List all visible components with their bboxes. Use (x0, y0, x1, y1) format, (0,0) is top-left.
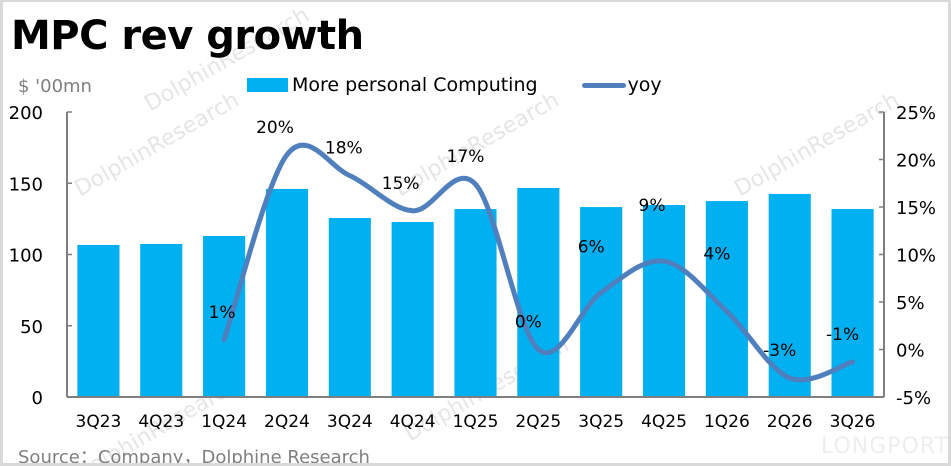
yoy-data-label: 6% (578, 238, 605, 258)
x-tick-label: 3Q26 (830, 412, 876, 432)
bar-1Q25 (454, 209, 497, 397)
bar-1Q24 (203, 235, 246, 397)
x-tick-label: 4Q25 (641, 412, 687, 432)
brand-watermark: LONGPORT (821, 434, 948, 459)
legend-bar-swatch (247, 78, 288, 92)
bar-3Q25 (580, 207, 623, 397)
left-tick-label: 0 (32, 388, 43, 409)
bar-4Q24 (391, 222, 434, 397)
legend-label-bar: More personal Computing (292, 74, 538, 96)
y-axis-unit-label: $ '00mn (18, 76, 92, 97)
chart-frame: DolphinResearch DolphinResearch DolphinR… (3, 2, 948, 463)
chart-svg: 0 50 100 150 200 -5% 0% 5% 10% 15% 20% 25% 3Q23 4Q23 1… (9, 103, 936, 432)
x-tick-label: 1Q26 (704, 412, 750, 432)
yoy-data-label: 4% (703, 245, 730, 265)
x-tick-label: 2Q25 (515, 412, 561, 432)
axes-group (66, 111, 885, 398)
yoy-data-label: 15% (382, 174, 420, 194)
x-tick-label: 2Q24 (264, 412, 310, 432)
right-tick-label: -5% (896, 388, 931, 409)
bar-4Q23 (140, 243, 183, 397)
right-tick-label: 10% (896, 246, 936, 267)
yoy-data-label: 20% (256, 118, 294, 138)
legend-line-swatch (581, 82, 626, 88)
source-note: Source：Company，Dolphine Research (18, 447, 370, 463)
yoy-data-label: 17% (447, 147, 485, 167)
x-tick-label: 4Q24 (390, 412, 436, 432)
x-tick-label: 3Q25 (578, 412, 624, 432)
yoy-data-label: -3% (763, 341, 796, 361)
right-tick-label: 25% (896, 103, 936, 124)
legend-label-line: yoy (627, 74, 662, 96)
legend: More personal Computing yoy (247, 74, 662, 96)
left-tick-label: 100 (9, 246, 43, 267)
x-tick-label: 3Q23 (76, 412, 122, 432)
left-tick-label: 150 (9, 174, 43, 195)
bar-2Q25 (517, 187, 560, 397)
bar-3Q23 (77, 244, 120, 397)
yoy-data-label: 18% (325, 139, 363, 159)
x-tick-label: 3Q24 (327, 412, 373, 432)
yoy-line-group (221, 142, 856, 383)
x-tick-label: 1Q24 (201, 412, 247, 432)
left-tick-label: 50 (20, 317, 43, 338)
x-tick-label: 2Q26 (767, 412, 813, 432)
right-tick-label: 5% (896, 293, 925, 314)
bars-group (77, 187, 874, 397)
bar-4Q25 (642, 205, 686, 397)
right-tick-label: 20% (896, 151, 936, 172)
bar-2Q24 (265, 188, 309, 397)
x-tick-label: 4Q23 (138, 412, 184, 432)
yoy-data-label: 9% (639, 196, 666, 216)
x-tick-label: 1Q25 (453, 412, 499, 432)
yoy-line (221, 142, 856, 383)
bar-3Q24 (328, 218, 371, 397)
bar-2Q26 (768, 193, 811, 397)
labels-group: 0 50 100 150 200 -5% 0% 5% 10% 15% 20% 25% 3Q23 4Q23 1… (9, 103, 936, 432)
yoy-data-label: 1% (209, 303, 236, 323)
right-tick-label: 15% (896, 198, 936, 219)
right-tick-label: 0% (896, 341, 925, 362)
yoy-data-label: -1% (826, 325, 859, 345)
yoy-data-label: 0% (515, 313, 542, 333)
chart-title: MPC rev growth (11, 13, 364, 59)
left-tick-label: 200 (9, 103, 43, 124)
